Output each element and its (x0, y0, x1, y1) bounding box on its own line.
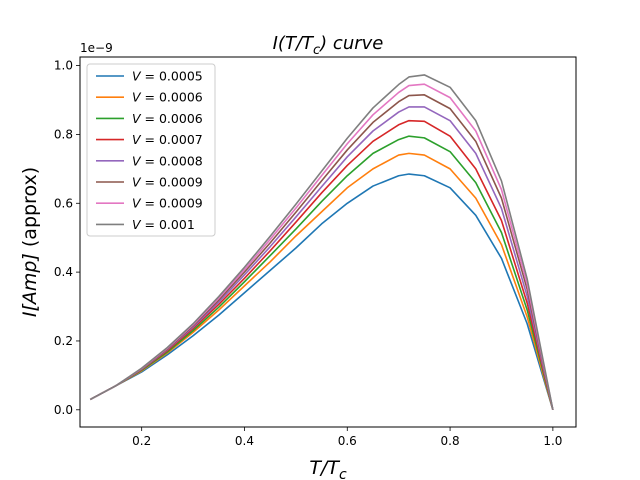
x-axis-label: T/Tc (309, 457, 347, 480)
legend-label-8: V = 0.001 (132, 217, 195, 232)
series-line-4 (89, 119, 554, 410)
y-tick-label: 0.6 (54, 196, 73, 210)
legend: V = 0.0005 V = 0.0006 V = 0.0006 V = 0.0007… (86, 63, 216, 237)
plot-frame (79, 56, 577, 428)
x-axis: 0.2 0.4 0.6 0.8 1.0 (132, 427, 562, 448)
series-line-2 (89, 152, 554, 411)
series-line-3 (89, 135, 554, 410)
y-offset-text: 1e−9 (80, 41, 113, 55)
series-line-8 (89, 74, 554, 410)
legend-label-2: V = 0.0006 (132, 90, 203, 105)
legend-label-5: V = 0.0008 (132, 153, 203, 168)
x-tick-label: 0.8 (441, 434, 460, 448)
legend-label-6: V = 0.0009 (132, 175, 203, 190)
legend-label-3: V = 0.0006 (132, 111, 203, 126)
x-tick-label: 1.0 (543, 434, 562, 448)
chart-title: I(T/Tc) curve (273, 33, 384, 58)
y-axis-label: I[Amp] (approx) (19, 167, 41, 317)
x-tick-label: 0.6 (338, 434, 357, 448)
y-tick-label: 0.0 (54, 403, 73, 417)
x-tick-label: 0.2 (132, 434, 151, 448)
y-tick-label: 1.0 (54, 59, 73, 73)
legend-label-4: V = 0.0007 (132, 132, 203, 147)
y-tick-label: 0.2 (54, 334, 73, 348)
y-tick-label: 0.8 (54, 127, 73, 141)
y-axis: 0.0 0.2 0.4 0.6 0.8 1.0 (54, 59, 80, 417)
legend-label-7: V = 0.0009 (132, 196, 203, 211)
legend-box (86, 63, 216, 237)
y-tick-label: 0.4 (54, 265, 73, 279)
series-layer (89, 74, 554, 411)
legend-label-1: V = 0.0005 (132, 69, 203, 84)
series-line-1 (89, 173, 554, 411)
x-tick-label: 0.4 (235, 434, 254, 448)
